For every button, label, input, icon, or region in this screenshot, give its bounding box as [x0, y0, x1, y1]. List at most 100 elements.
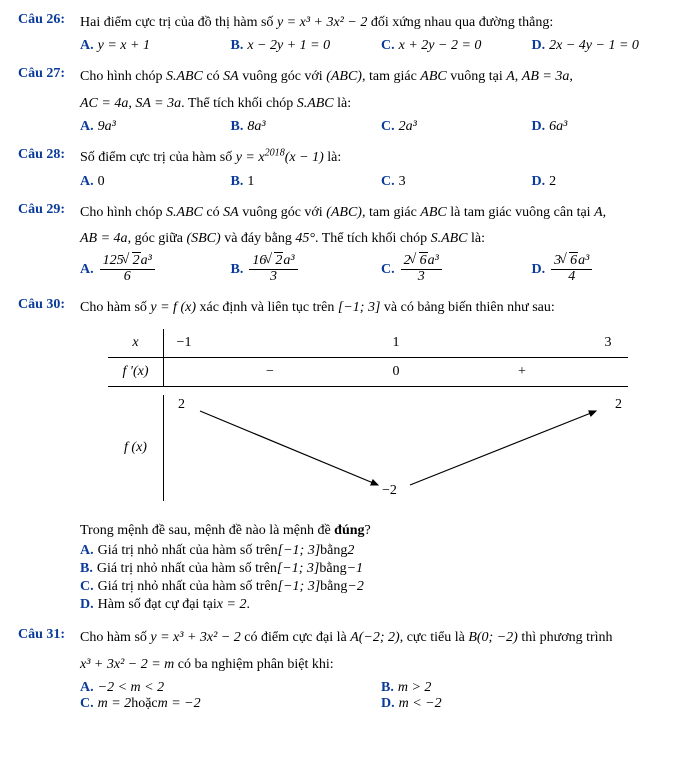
t: bằng [320, 579, 347, 595]
n: a³ [578, 253, 589, 268]
stem: x³ + 3x² − 2 = m có ba nghiệm phân biệt … [80, 654, 682, 676]
question-28: Câu 28: Số điểm cực trị của hàm số y = x… [18, 147, 682, 189]
q-label: Câu 30: [18, 297, 80, 615]
options: A.y = x + 1 B.x − 2y + 1 = 0 C.x + 2y − … [80, 38, 682, 54]
x-val: −1 [164, 335, 204, 351]
opt-text: 8a³ [247, 119, 265, 135]
opt-letter: B. [231, 38, 244, 54]
x-val: 1 [376, 335, 416, 351]
t: y = x³ + 3x² − 2 [150, 630, 240, 645]
opt-d: D.Hàm số đạt cự đại tại x = 2. [80, 597, 682, 613]
t: , [603, 205, 607, 220]
t: ABC [420, 205, 446, 220]
opt-a: A.Giá trị nhỏ nhất của hàm số trên [−1; … [80, 543, 682, 559]
opt-d: D.6a³ [532, 119, 683, 135]
options: A. Giá trị nhỏ nhất của hàm số trên [−1; … [80, 543, 682, 615]
opt-letter: D. [381, 696, 395, 712]
opt-c: C.x + 2y − 2 = 0 [381, 38, 532, 54]
n: a³ [283, 253, 294, 268]
variation-table: x −1 1 3 f ′(x) − 0 + [108, 329, 628, 509]
opt-b: B. 162a³ 3 [231, 254, 382, 284]
opt-text: 2x − 4y − 1 = 0 [549, 38, 639, 54]
opt-text: 2 [549, 174, 556, 190]
t: y = x [236, 150, 265, 165]
opt-d: D.2 [532, 174, 683, 190]
q-label: Câu 26: [18, 12, 80, 54]
opt-letter: C. [381, 119, 395, 135]
question-27: Câu 27: Cho hình chóp S.ABC có SA vuông … [18, 66, 682, 135]
formula: y = x³ + 3x² − 2 [277, 15, 367, 30]
fraction: 1252a³ 6 [100, 254, 155, 284]
options: A.9a³ B.8a³ C.2a³ D.6a³ [80, 119, 682, 135]
t: , [515, 69, 522, 84]
opt-letter: A. [80, 38, 94, 54]
opt-letter: A. [80, 543, 94, 559]
t: bằng [320, 543, 347, 559]
t: đúng [334, 523, 364, 538]
opt-c: C.3 [381, 174, 532, 190]
opt-text: x + 2y − 2 = 0 [399, 38, 482, 54]
t: (SBC) [186, 231, 220, 246]
t: Hàm số đạt cự đại tại [98, 597, 217, 613]
q-label: Câu 31: [18, 627, 80, 712]
t: SA [223, 69, 239, 84]
opt-a: A.y = x + 1 [80, 38, 231, 54]
t: A(−2; 2) [350, 630, 400, 645]
t: SA [223, 205, 239, 220]
opt-c: C.Giá trị nhỏ nhất của hàm số trên [−1; … [80, 579, 682, 595]
n: 125 [103, 253, 124, 268]
t: y = f (x) [150, 300, 196, 315]
q-label: Câu 29: [18, 202, 80, 285]
opt-letter: C. [381, 38, 395, 54]
opt-b: B.x − 2y + 1 = 0 [231, 38, 382, 54]
t: , tam giác [362, 69, 420, 84]
opt-text: 2a³ [399, 119, 417, 135]
t: bằng [319, 561, 346, 577]
den: 3 [401, 270, 442, 285]
rad: 6 [419, 252, 428, 268]
opt-text: m > 2 [398, 680, 432, 696]
fraction: 26a³ 3 [401, 254, 442, 284]
opt-letter: A. [80, 262, 94, 278]
stem: Cho hình chóp S.ABC có SA vuông góc với … [80, 202, 682, 224]
n: a³ [428, 253, 439, 268]
opt-text: x − 2y + 1 = 0 [247, 38, 330, 54]
options: A.−2 < m < 2 B.m > 2 C.m = 2 hoặc m = −2… [80, 680, 682, 712]
t: thì phương trình [518, 630, 613, 645]
t: xác định và liên tục trên [196, 300, 338, 315]
opt-b: B.8a³ [231, 119, 382, 135]
opt-d: D. 36a³ 4 [532, 254, 683, 284]
question-26: Câu 26: Hai điểm cực trị của đồ thị hàm … [18, 12, 682, 54]
t: và có bảng biến thiên như sau: [380, 300, 554, 315]
t: AB = 3a [522, 69, 570, 84]
t: x = 2 [217, 597, 247, 613]
options: A.0 B.1 C.3 D.2 [80, 174, 682, 190]
fp-val: 0 [376, 364, 416, 380]
t: Số điểm cực trị của hàm số [80, 150, 236, 165]
t: Cho hàm số [80, 630, 150, 645]
options: A. 1252a³ 6 B. 162a³ 3 C. 26a³ 3 [80, 254, 682, 284]
t: m = −2 [158, 696, 201, 712]
t: [−1; 3] [278, 543, 321, 559]
t: Trong mệnh đề sau, mệnh đề nào là mệnh đ… [80, 523, 334, 538]
opt-c: C. 26a³ 3 [381, 254, 532, 284]
t: AC = 4a [80, 96, 128, 111]
t: Giá trị nhỏ nhất của hàm số trên [98, 579, 278, 595]
x-label: x [108, 329, 164, 357]
t: vuông góc với [239, 205, 327, 220]
t: , góc giữa [128, 231, 187, 246]
den: 6 [100, 270, 155, 285]
prompt: Trong mệnh đề sau, mệnh đề nào là mệnh đ… [80, 523, 682, 539]
t: , [569, 69, 573, 84]
opt-letter: B. [231, 174, 244, 190]
opt-letter: D. [532, 174, 546, 190]
t: có [203, 205, 223, 220]
opt-letter: C. [381, 262, 395, 278]
t: . Thể tích khối chóp [181, 96, 297, 111]
opt-text: 0 [98, 174, 105, 190]
t: , cực tiểu là [400, 630, 469, 645]
fraction: 36a³ 4 [551, 254, 592, 284]
x-val: 3 [588, 335, 628, 351]
opt-letter: A. [80, 680, 94, 696]
opt-letter: D. [532, 38, 546, 54]
